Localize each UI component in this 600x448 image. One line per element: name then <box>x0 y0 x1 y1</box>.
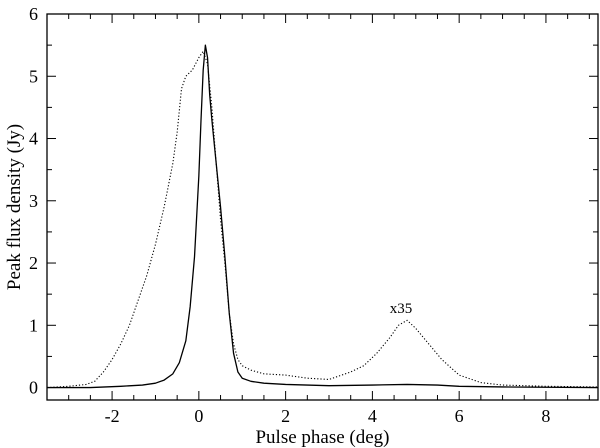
y-tick-label: 2 <box>29 253 38 273</box>
solid-profile-line <box>47 44 599 389</box>
y-tick-label: 1 <box>29 315 38 335</box>
axis-ticks <box>46 13 598 400</box>
plot-area <box>46 13 599 401</box>
tick-labels: -2 0 2 4 6 8 0 1 2 3 4 5 6 <box>29 4 550 426</box>
x-tick-label: 4 <box>368 406 377 426</box>
y-tick-label: 6 <box>29 4 38 24</box>
plot-frame <box>46 13 599 401</box>
series-layer <box>46 44 599 389</box>
x-tick-label: 6 <box>455 406 464 426</box>
x-tick-label: -2 <box>105 406 120 426</box>
y-axis-label: Peak flux density (Jy) <box>4 124 25 290</box>
y-tick-label: 0 <box>29 378 38 398</box>
x-tick-label: 8 <box>541 406 550 426</box>
y-tick-label: 3 <box>29 191 38 211</box>
x-axis-label: Pulse phase (deg) <box>255 427 389 448</box>
scale-annotation: x35 <box>390 301 413 317</box>
y-tick-label: 4 <box>29 129 38 149</box>
y-tick-label: 5 <box>29 66 38 86</box>
x-tick-label: 2 <box>281 406 290 426</box>
annotations: x35 <box>390 301 413 317</box>
x-tick-label: 0 <box>194 406 203 426</box>
dotted-profile-line <box>46 50 599 389</box>
